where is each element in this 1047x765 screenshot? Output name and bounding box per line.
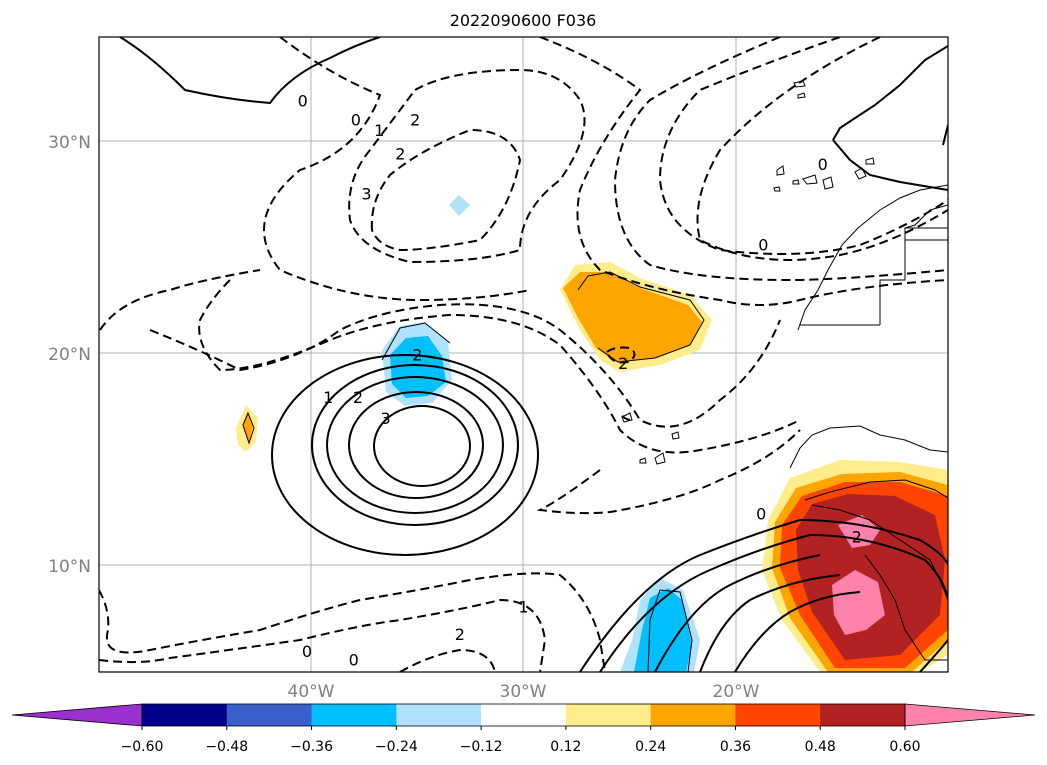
colorbar-frame (141, 703, 906, 727)
contour-1 (311, 364, 519, 526)
positive-anomaly-shading (563, 272, 702, 362)
colorbar-tick-label: −0.48 (205, 739, 248, 755)
colorbar-tick-label: 0.12 (550, 739, 581, 755)
colorbar: −0.60 −0.48 −0.36 −0.24 −0.12 0.12 0.24 0.36 0.4… (11, 703, 1036, 755)
contour-label: 1 (323, 388, 333, 407)
colorbar-segment (311, 704, 397, 726)
contour-label: 0 (302, 642, 312, 661)
contour-label: 2 (412, 346, 422, 365)
contour-label: 2 (852, 528, 862, 547)
contour-label: 1 (518, 597, 528, 616)
contour-label: 3 (361, 185, 371, 204)
colorbar-tick-label: −0.24 (375, 739, 418, 755)
lon-tick-label: 20°W (713, 682, 760, 702)
contour-4 (373, 405, 471, 487)
contour-label: 2 (455, 625, 465, 644)
dashed-contours (99, 37, 948, 672)
contour-label: 2 (618, 354, 628, 373)
lat-ticks: 30°N 20°N 10°N (48, 133, 91, 577)
positive-anomaly-shading (832, 570, 885, 635)
colorbar-segment (396, 704, 482, 726)
contour-0 (271, 354, 539, 556)
contour-label: 0 (349, 650, 359, 669)
colorbar-segment (735, 704, 821, 726)
colorbar-tick-label: −0.12 (460, 739, 503, 755)
colorbar-extend-max (904, 703, 1036, 727)
colorbar-extend-min (11, 703, 143, 727)
negative-anomaly-shading (390, 336, 446, 398)
contour-label: 3 (380, 409, 390, 428)
colorbar-segment (820, 704, 906, 726)
colorbar-tick-label: 0.36 (720, 739, 751, 755)
lat-tick-label: 10°N (48, 557, 91, 577)
shaded-field (236, 195, 948, 672)
negative-anomaly-shading (449, 195, 470, 216)
lon-tick-label: 40°W (288, 682, 335, 702)
colorbar-segment (142, 704, 228, 726)
colorbar-tick-label: 0.24 (635, 739, 666, 755)
contour-2 (326, 376, 504, 514)
contour-label: 2 (395, 144, 405, 163)
contour-label: 0 (758, 235, 768, 254)
contour-label: 1 (374, 121, 384, 140)
colorbar-segment (481, 704, 567, 726)
lon-tick-label: 30°W (500, 682, 547, 702)
colorbar-segment (650, 704, 736, 726)
lon-ticks: 40°W 30°W 20°W (288, 682, 760, 702)
plot-title: 2022090600 F036 (450, 11, 597, 30)
colorbar-segment (226, 704, 313, 726)
solid-contours (119, 37, 948, 672)
contour-label: 0 (756, 504, 766, 523)
colorbar-tick-label: 0.60 (889, 739, 920, 755)
contour-label: 0 (298, 92, 308, 111)
lat-tick-label: 20°N (48, 345, 91, 365)
colorbar-tick-label: −0.60 (121, 739, 164, 755)
colorbar-tick-label: −0.36 (290, 739, 333, 755)
contour-label: 0 (351, 111, 361, 130)
contour-3 (348, 391, 484, 499)
contour-label: 2 (353, 388, 363, 407)
colorbar-tick-label: 0.48 (805, 739, 836, 755)
contour-label: 2 (410, 111, 420, 130)
contour-label: 0 (818, 155, 828, 174)
coastlines (242, 80, 948, 672)
map-frame (98, 36, 949, 673)
colorbar-segment (565, 704, 652, 726)
lat-tick-label: 30°N (48, 133, 91, 153)
